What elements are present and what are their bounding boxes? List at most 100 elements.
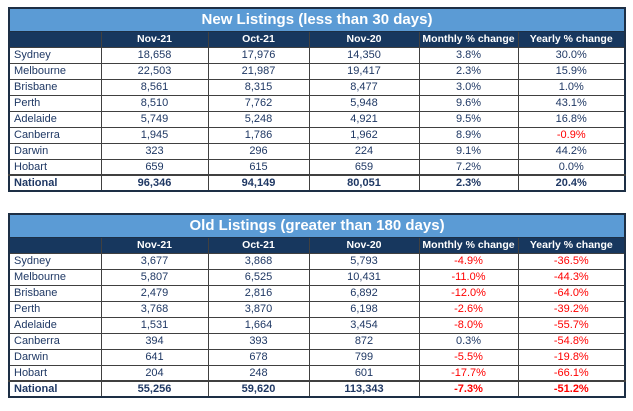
table-row: Perth 8,510 7,762 5,948 9.6% 43.1% bbox=[8, 94, 626, 112]
table-row: Brisbane 8,561 8,315 8,477 3.0% 1.0% bbox=[8, 78, 626, 96]
value-cell: 3,454 bbox=[308, 316, 420, 334]
yearly-change-cell: -39.2% bbox=[517, 300, 626, 318]
value-cell: 1,945 bbox=[100, 126, 209, 144]
monthly-change-cell: 3.0% bbox=[418, 78, 519, 96]
table-row: Hobart 204 248 601 -17.7% -66.1% bbox=[8, 364, 626, 382]
new-listings-table: New Listings (less than 30 days) Nov-21 … bbox=[8, 7, 626, 192]
yearly-change-cell: -55.7% bbox=[517, 316, 626, 334]
region-cell: Perth bbox=[8, 94, 102, 112]
yearly-change-cell: -66.1% bbox=[517, 364, 626, 382]
monthly-change-cell: -12.0% bbox=[418, 284, 519, 302]
value-cell: 5,793 bbox=[308, 252, 420, 270]
monthly-change-cell: -7.3% bbox=[418, 380, 519, 398]
table-row: Darwin 641 678 799 -5.5% -19.8% bbox=[8, 348, 626, 366]
value-cell: 8,561 bbox=[100, 78, 209, 96]
table-row: Melbourne 5,807 6,525 10,431 -11.0% -44.… bbox=[8, 268, 626, 286]
value-cell: 8,315 bbox=[207, 78, 310, 96]
national-total-row: National 55,256 59,620 113,343 -7.3% -51… bbox=[8, 380, 626, 398]
value-cell: 2,816 bbox=[207, 284, 310, 302]
yearly-change-cell: 0.0% bbox=[517, 158, 626, 176]
column-header-oct21: Oct-21 bbox=[207, 236, 310, 254]
table-row: Adelaide 5,749 5,248 4,921 9.5% 16.8% bbox=[8, 110, 626, 128]
monthly-change-cell: 9.5% bbox=[418, 110, 519, 128]
yearly-change-cell: -64.0% bbox=[517, 284, 626, 302]
column-header-region bbox=[8, 30, 102, 48]
table-row: Canberra 1,945 1,786 1,962 8.9% -0.9% bbox=[8, 126, 626, 144]
yearly-change-cell: -54.8% bbox=[517, 332, 626, 350]
value-cell: 678 bbox=[207, 348, 310, 366]
value-cell: 21,987 bbox=[207, 62, 310, 80]
yearly-change-cell: 43.1% bbox=[517, 94, 626, 112]
region-cell: Brisbane bbox=[8, 78, 102, 96]
yearly-change-cell: -0.9% bbox=[517, 126, 626, 144]
value-cell: 5,248 bbox=[207, 110, 310, 128]
column-header-nov21: Nov-21 bbox=[100, 30, 209, 48]
value-cell: 96,346 bbox=[100, 174, 209, 192]
table-title-row: Old Listings (greater than 180 days) bbox=[8, 213, 626, 238]
monthly-change-cell: 2.3% bbox=[418, 62, 519, 80]
monthly-change-cell: 9.1% bbox=[418, 142, 519, 160]
monthly-change-cell: -4.9% bbox=[418, 252, 519, 270]
column-header-region bbox=[8, 236, 102, 254]
region-cell: National bbox=[8, 380, 102, 398]
region-cell: Melbourne bbox=[8, 268, 102, 286]
table-row: Hobart 659 615 659 7.2% 0.0% bbox=[8, 158, 626, 176]
monthly-change-cell: 9.6% bbox=[418, 94, 519, 112]
value-cell: 224 bbox=[308, 142, 420, 160]
value-cell: 323 bbox=[100, 142, 209, 160]
monthly-change-cell: 3.8% bbox=[418, 46, 519, 64]
yearly-change-cell: 15.9% bbox=[517, 62, 626, 80]
monthly-change-cell: -5.5% bbox=[418, 348, 519, 366]
table-row: Melbourne 22,503 21,987 19,417 2.3% 15.9… bbox=[8, 62, 626, 80]
table-row: Sydney 18,658 17,976 14,350 3.8% 30.0% bbox=[8, 46, 626, 64]
value-cell: 615 bbox=[207, 158, 310, 176]
region-cell: Darwin bbox=[8, 142, 102, 160]
national-total-row: National 96,346 94,149 80,051 2.3% 20.4% bbox=[8, 174, 626, 192]
value-cell: 7,762 bbox=[207, 94, 310, 112]
value-cell: 1,962 bbox=[308, 126, 420, 144]
value-cell: 14,350 bbox=[308, 46, 420, 64]
value-cell: 296 bbox=[207, 142, 310, 160]
value-cell: 18,658 bbox=[100, 46, 209, 64]
value-cell: 799 bbox=[308, 348, 420, 366]
yearly-change-cell: -19.8% bbox=[517, 348, 626, 366]
yearly-change-cell: -44.3% bbox=[517, 268, 626, 286]
value-cell: 6,198 bbox=[308, 300, 420, 318]
table-row: Brisbane 2,479 2,816 6,892 -12.0% -64.0% bbox=[8, 284, 626, 302]
yearly-change-cell: 20.4% bbox=[517, 174, 626, 192]
region-cell: Adelaide bbox=[8, 110, 102, 128]
value-cell: 94,149 bbox=[207, 174, 310, 192]
value-cell: 55,256 bbox=[100, 380, 209, 398]
value-cell: 8,477 bbox=[308, 78, 420, 96]
monthly-change-cell: -11.0% bbox=[418, 268, 519, 286]
yearly-change-cell: 30.0% bbox=[517, 46, 626, 64]
yearly-change-cell: 16.8% bbox=[517, 110, 626, 128]
value-cell: 872 bbox=[308, 332, 420, 350]
value-cell: 8,510 bbox=[100, 94, 209, 112]
region-cell: Sydney bbox=[8, 252, 102, 270]
region-cell: Canberra bbox=[8, 332, 102, 350]
value-cell: 3,870 bbox=[207, 300, 310, 318]
column-header-nov21: Nov-21 bbox=[100, 236, 209, 254]
value-cell: 6,892 bbox=[308, 284, 420, 302]
monthly-change-cell: 0.3% bbox=[418, 332, 519, 350]
value-cell: 659 bbox=[308, 158, 420, 176]
value-cell: 3,677 bbox=[100, 252, 209, 270]
monthly-change-cell: 2.3% bbox=[418, 174, 519, 192]
value-cell: 204 bbox=[100, 364, 209, 382]
value-cell: 4,921 bbox=[308, 110, 420, 128]
monthly-change-cell: -17.7% bbox=[418, 364, 519, 382]
table-title: Old Listings (greater than 180 days) bbox=[8, 213, 626, 238]
value-cell: 3,768 bbox=[100, 300, 209, 318]
value-cell: 248 bbox=[207, 364, 310, 382]
column-header-monthly-change: Monthly % change bbox=[418, 30, 519, 48]
table-row: Canberra 394 393 872 0.3% -54.8% bbox=[8, 332, 626, 350]
column-header-yearly-change: Yearly % change bbox=[517, 30, 626, 48]
value-cell: 393 bbox=[207, 332, 310, 350]
column-header-row: Nov-21 Oct-21 Nov-20 Monthly % change Ye… bbox=[8, 236, 626, 254]
monthly-change-cell: 8.9% bbox=[418, 126, 519, 144]
value-cell: 80,051 bbox=[308, 174, 420, 192]
old-listings-table: Old Listings (greater than 180 days) Nov… bbox=[8, 213, 627, 398]
monthly-change-cell: -8.0% bbox=[418, 316, 519, 334]
region-cell: Melbourne bbox=[8, 62, 102, 80]
